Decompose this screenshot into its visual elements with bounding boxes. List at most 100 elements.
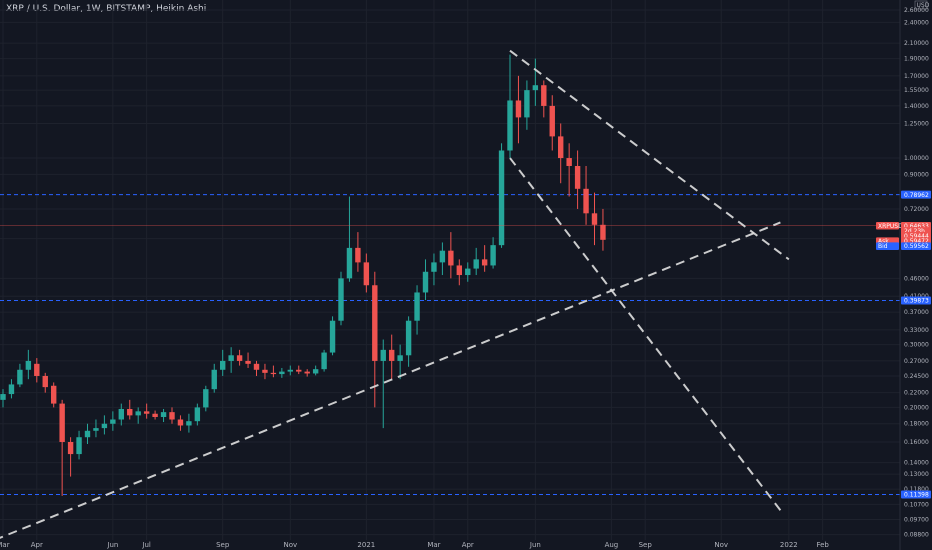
x-tick-label: Apr (462, 541, 474, 549)
y-tick-label: 0.90000 (904, 171, 929, 178)
candle-body (67, 441, 74, 455)
candle-body (473, 259, 479, 269)
candle-body (380, 349, 386, 361)
candle-body (135, 411, 141, 416)
candle-body (253, 363, 260, 370)
candle-body (160, 412, 167, 418)
y-tick-label: 1.90000 (904, 56, 929, 63)
candle-body (329, 320, 336, 353)
candle-body (583, 188, 589, 214)
candle-body (405, 320, 412, 356)
hline-tag (901, 296, 931, 305)
candle-body (76, 437, 82, 455)
candle-body (8, 384, 15, 395)
candle-body (363, 262, 370, 286)
y-tick-label: 1.40000 (904, 103, 929, 110)
price-tag-value: 0.59444 (904, 233, 929, 240)
candle-body (321, 352, 327, 370)
x-tick-label: Mar (0, 541, 10, 549)
y-tick-label: 0.18000 (904, 421, 929, 428)
candle-body (296, 369, 302, 372)
candle-body (389, 349, 395, 361)
y-tick-label: 0.27000 (904, 358, 929, 365)
candle-body (84, 430, 91, 438)
candle-body (558, 136, 564, 159)
candle-body (439, 250, 446, 263)
candle-body (431, 262, 437, 272)
x-tick-label: Sep (639, 541, 653, 549)
candle-body (93, 428, 99, 431)
x-tick-label: 2021 (357, 541, 375, 549)
candle-body (236, 355, 243, 361)
candle-body (574, 165, 581, 189)
candle-body (524, 90, 530, 118)
candle-body (549, 105, 555, 137)
candle-body (143, 411, 150, 414)
y-tick-label: 2.10000 (904, 40, 929, 47)
hline-tag (901, 490, 931, 499)
candle-body (59, 403, 65, 442)
candle-body (532, 85, 539, 91)
candle-body (279, 371, 285, 375)
candle-body (448, 250, 454, 266)
y-tick-label: 0.24500 (904, 373, 929, 380)
candle-body (422, 271, 429, 293)
candle-body (101, 423, 108, 429)
candle-body (17, 369, 23, 385)
candle-body (51, 385, 57, 404)
candle-body (465, 268, 471, 276)
price-tag-symbol-label: XRPUSD (878, 223, 903, 230)
candle-body (177, 419, 184, 426)
candle-body (498, 150, 505, 246)
y-tick-label: 0.37000 (904, 309, 929, 316)
candle-body (515, 100, 522, 118)
candle-body (211, 369, 217, 390)
y-tick-label: 0.10700 (904, 501, 929, 508)
y-tick-label: 0.22000 (904, 390, 929, 397)
y-tick-label: 1.55000 (904, 87, 929, 94)
price-tag-value: 0.59562 (904, 243, 929, 250)
price-tag-symbol-label: Ask (878, 238, 889, 245)
candle-body (287, 369, 293, 372)
candle-body (203, 389, 209, 408)
price-tag-symbol (876, 221, 899, 230)
price-axis (900, 0, 932, 550)
candle-body (566, 158, 572, 166)
candle-body (481, 259, 488, 266)
hline-tag-label: 0.78962 (904, 192, 929, 199)
price-tag (901, 242, 931, 251)
x-tick-label: Aug (605, 541, 619, 549)
candle-body (152, 413, 158, 418)
candle-body (34, 363, 40, 376)
x-tick-label: Jul (141, 541, 151, 549)
candle-body (346, 247, 353, 279)
trendline (0, 221, 781, 539)
price-tag-value: 2d 23h (904, 228, 925, 235)
candle-body (42, 375, 48, 388)
y-tick-label: 0.20000 (904, 404, 929, 411)
candle-body (220, 360, 226, 370)
candle-body (270, 372, 277, 375)
y-tick-label: 2.60000 (904, 7, 929, 14)
price-tag-symbol-label: Bid (878, 243, 888, 250)
price-tag-value: 0.64633 (904, 223, 929, 230)
candle-body (312, 369, 319, 374)
candle-body (0, 394, 6, 400)
x-tick-label: Apr (31, 541, 43, 549)
candle-body (591, 213, 598, 225)
candle-body (118, 408, 124, 420)
hline-tag-label: 0.39873 (904, 298, 929, 305)
candle-body (541, 85, 547, 106)
candle-body (372, 285, 378, 361)
price-tag-value: 0.59472 (904, 238, 929, 245)
y-tick-label: 0.33000 (904, 327, 929, 334)
candle-body (490, 245, 496, 266)
x-tick-label: Mar (427, 541, 440, 549)
candle-body (338, 278, 344, 321)
y-tick-label: 0.08800 (904, 532, 929, 539)
x-tick-label: Sep (216, 541, 230, 549)
x-tick-label: Nov (714, 541, 728, 549)
y-tick-label: 0.09700 (904, 517, 929, 524)
